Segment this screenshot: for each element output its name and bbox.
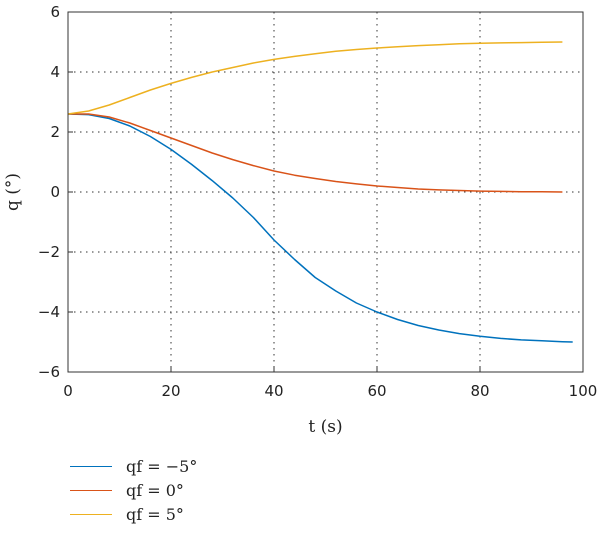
legend-swatch [70,466,112,467]
legend-item-qf-minus5: qf = −5° [66,455,286,479]
legend-item-qf-0: qf = 0° [66,479,286,503]
y-tick-label: 6 [50,3,60,21]
y-tick-label: 2 [50,123,60,141]
x-tick-label: 0 [63,382,73,400]
x-tick-label: 20 [161,382,180,400]
x-axis-label: t (s) [308,417,342,437]
y-tick-label: 4 [50,63,60,81]
x-tick-label: 60 [367,382,386,400]
legend-swatch [70,514,112,515]
series-line-0 [67,113,573,343]
x-tick-label: 40 [264,382,283,400]
grid-lines [68,12,583,372]
legend-swatch [70,490,112,491]
y-tick-label: −6 [38,363,60,381]
x-tick-label: 100 [569,382,598,400]
series-line-1 [68,113,563,193]
y-tick-label: 0 [50,183,60,201]
y-tick-label: −2 [38,243,60,261]
y-tick-label: −4 [38,303,60,321]
legend-label: qf = −5° [126,457,198,476]
line-chart: 0 20 40 60 80 100 −6 −4 −2 0 2 4 6 t (s) q (°) [3,3,597,437]
axis-ticks: 0 20 40 60 80 100 −6 −4 −2 0 2 4 6 [38,3,597,400]
series-line-2 [67,41,563,115]
legend-label: qf = 0° [126,481,184,500]
legend: qf = −5° qf = 0° qf = 5° [66,455,286,527]
legend-item-qf-5: qf = 5° [66,503,286,527]
x-tick-label: 80 [470,382,489,400]
legend-label: qf = 5° [126,505,184,524]
series-lines [67,41,573,343]
y-axis-label: q (°) [3,173,23,211]
